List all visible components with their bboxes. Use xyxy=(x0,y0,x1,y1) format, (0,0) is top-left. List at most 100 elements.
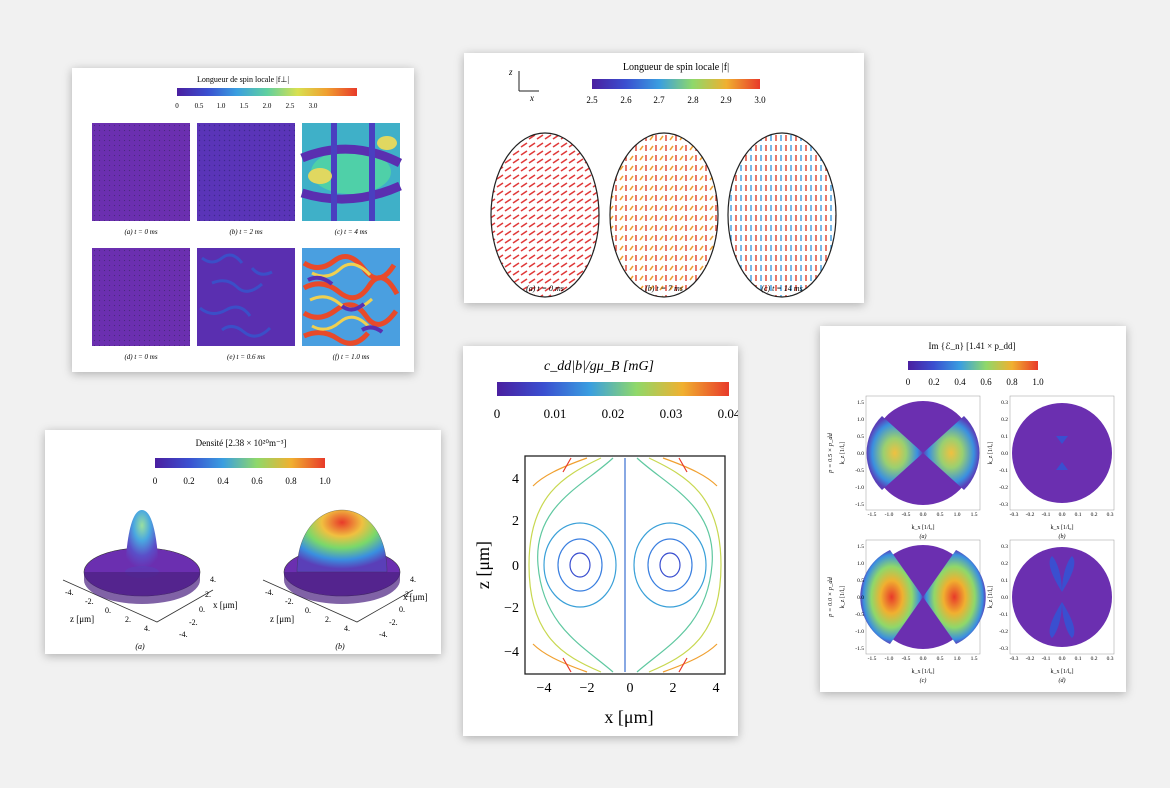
caption-c: (c) t = 14 ms xyxy=(761,284,802,293)
caption-a: (a) xyxy=(920,533,927,540)
axis-tick-label: 0.0 xyxy=(1059,656,1066,662)
axis-tick-label: 0.5 xyxy=(857,578,864,584)
axis-tick-label: -1.0 xyxy=(855,629,864,635)
cbar-tick: 0.4 xyxy=(954,377,966,387)
axis-x-label: x xyxy=(529,93,534,103)
x-tick: 0 xyxy=(627,681,634,696)
cbar-tick: 2.6 xyxy=(620,95,632,105)
map-b xyxy=(197,123,295,221)
panel5-ticks: -1.5 -1.0 -0.5 0.0 0.5 1.0 1.5 -1.5 -1.0 -0.5 0.0 0… xyxy=(855,400,1113,662)
map-d xyxy=(92,248,190,346)
axis-tick-label: -0.1 xyxy=(999,612,1008,618)
row-label-1: p = 0.5 × p_dd xyxy=(827,432,834,473)
axis-tick-label: -0.1 xyxy=(1042,512,1051,518)
axis-tick-label: 0.3 xyxy=(1001,544,1008,550)
figure-density-3d: Densité [2.38 × 10²⁰m⁻³] 0 0.2 0.4 0.6 0… xyxy=(45,430,441,654)
axis-tick-label: 0.0 xyxy=(857,595,864,601)
subplot-a xyxy=(865,395,981,511)
caption-b: (b) t = 2 ms xyxy=(229,228,262,236)
ylabel-d: k_z [1/l₀] xyxy=(988,586,994,609)
axis-tick-label: -0.5 xyxy=(855,612,864,618)
axis-tick-label: 0.0 xyxy=(920,512,927,518)
axis-tick-label: -0.1 xyxy=(1042,656,1051,662)
z-tick: 4. xyxy=(144,624,150,633)
z-tick: -2. xyxy=(285,597,294,606)
axis-tick-label: -1.0 xyxy=(885,512,894,518)
panel4-x-ticks: −4 −2 0 2 4 xyxy=(537,681,720,696)
axis-tick-label: 0.1 xyxy=(1075,656,1082,662)
axis-tick-label: -0.2 xyxy=(999,485,1008,491)
density-svg: Densité [2.38 × 10²⁰m⁻³] 0 0.2 0.4 0.6 0… xyxy=(62,438,428,651)
cbar-tick: 0.5 xyxy=(195,102,204,110)
panel4-y-ticks: 4 2 0 −2 −4 xyxy=(504,472,519,660)
y-tick: −4 xyxy=(504,645,519,660)
ellipse-c xyxy=(727,132,837,298)
cbar-tick: 0.04 xyxy=(718,406,738,421)
xlabel-c: k_x [1/l₀] xyxy=(912,669,935,675)
x-tick: 0. xyxy=(199,605,205,614)
panel1-cbar-ticks: 0 0.5 1.0 1.5 2.0 2.5 3.0 xyxy=(175,102,318,110)
panel2-colorbar xyxy=(592,79,760,89)
y-tick: 0 xyxy=(512,559,519,574)
caption-c: (c) xyxy=(920,677,927,684)
caption-b: (b) t = 7 ms xyxy=(645,284,683,293)
panel2-title: Longueur de spin locale |f| xyxy=(623,62,729,73)
x-axis-label: x [μm] xyxy=(604,707,653,727)
x-tick: 4. xyxy=(210,575,216,584)
cbar-tick: 0 xyxy=(906,377,911,387)
caption-a: (a) t = 0 ms xyxy=(124,228,157,236)
cbar-tick: 1.0 xyxy=(1032,377,1044,387)
cbar-tick: 0 xyxy=(175,102,179,110)
subplot-c xyxy=(860,539,986,655)
axis-tick-label: 0.2 xyxy=(1091,512,1098,518)
x-tick: -4. xyxy=(179,630,188,639)
map-e xyxy=(197,248,295,346)
surface-a xyxy=(62,510,214,623)
axis-tick-label: -0.5 xyxy=(902,656,911,662)
axis-tick-label: 1.5 xyxy=(971,656,978,662)
axis-tick-label: 0.0 xyxy=(1001,595,1008,601)
axis-tick-label: -1.0 xyxy=(885,656,894,662)
surface-b xyxy=(262,509,414,623)
figure-eigenvalues: Im {ℰ_n} [1.41 × p_dd] 0 0.2 0.4 0.6 0.8… xyxy=(820,326,1126,692)
x-tick: -2. xyxy=(389,618,398,627)
cbar-tick: 2.5 xyxy=(586,95,598,105)
caption-d: (d) t = 0 ms xyxy=(124,353,157,361)
y-axis-label: z [μm] xyxy=(473,541,493,589)
cbar-tick: 2.5 xyxy=(286,102,295,110)
panel5-title: Im {ℰ_n} [1.41 × p_dd] xyxy=(929,341,1016,351)
axis-tick-label: -0.3 xyxy=(999,502,1008,508)
axis-tick-label: 0.1 xyxy=(1001,434,1008,440)
spin-grid-svg: Longueur de spin locale |f⊥| 0 0.5 1.0 1… xyxy=(92,75,403,361)
xlabel-b: k_x [1/l₀] xyxy=(1051,525,1074,531)
axis-tick-label: -0.3 xyxy=(1010,512,1019,518)
panel4-colorbar xyxy=(497,382,729,396)
cbar-tick: 3.0 xyxy=(309,102,318,110)
y-tick: −2 xyxy=(504,601,519,616)
cbar-tick: 0.2 xyxy=(928,377,939,387)
xlabel-a: k_x [1/l₀] xyxy=(912,525,935,531)
cbar-tick: 0.6 xyxy=(251,476,263,486)
x-label: x [μm] xyxy=(213,600,238,610)
axis-tick-label: 0.0 xyxy=(1059,512,1066,518)
x-tick: −4 xyxy=(537,681,552,696)
cbar-tick: 0.6 xyxy=(980,377,992,387)
subplot-b xyxy=(1009,395,1115,511)
axis-tick-label: -1.5 xyxy=(868,656,877,662)
axis-tick-label: 1.0 xyxy=(857,417,864,423)
z-tick: 0. xyxy=(305,606,311,615)
z-tick: -2. xyxy=(85,597,94,606)
figure-magnetic-field: c_dd|b|/gμ_B [mG] 0 0.01 0.02 0.03 0.04 xyxy=(463,346,741,736)
cbar-tick: 0.02 xyxy=(602,406,625,421)
panel4-cbar-ticks: 0 0.01 0.02 0.03 0.04 xyxy=(494,406,741,421)
cbar-tick: 0 xyxy=(494,406,501,421)
axis-tick-label: 1.5 xyxy=(857,400,864,406)
subplot-d xyxy=(1009,539,1115,655)
axis-tick-label: -0.2 xyxy=(1026,656,1035,662)
map-c xyxy=(300,123,403,221)
cbar-tick: 0.01 xyxy=(544,406,567,421)
axis-tick-label: 1.0 xyxy=(954,656,961,662)
z-tick: -4. xyxy=(265,588,274,597)
caption-b: (b) xyxy=(335,642,345,651)
z-tick: -4. xyxy=(65,588,74,597)
